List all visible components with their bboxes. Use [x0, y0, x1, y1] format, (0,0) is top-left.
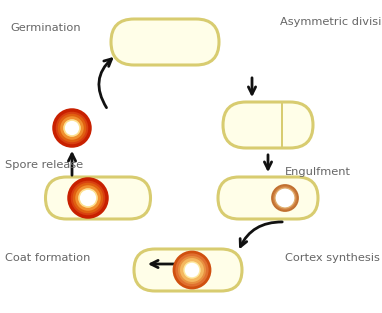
Circle shape: [79, 189, 97, 207]
Circle shape: [69, 179, 107, 217]
Circle shape: [54, 110, 90, 146]
Circle shape: [184, 262, 200, 278]
FancyBboxPatch shape: [45, 177, 151, 219]
Circle shape: [74, 184, 102, 212]
Text: Spore release: Spore release: [5, 160, 83, 170]
Circle shape: [64, 120, 80, 136]
Text: Coat formation: Coat formation: [5, 253, 91, 263]
FancyBboxPatch shape: [134, 249, 242, 291]
FancyBboxPatch shape: [111, 19, 219, 65]
Text: Asymmetric division: Asymmetric division: [280, 17, 382, 27]
Circle shape: [179, 257, 205, 283]
FancyArrowPatch shape: [99, 59, 112, 108]
Text: Cortex synthesis: Cortex synthesis: [285, 253, 380, 263]
Text: Engulfment: Engulfment: [285, 167, 351, 177]
Circle shape: [275, 188, 295, 208]
Circle shape: [59, 115, 85, 141]
FancyBboxPatch shape: [223, 102, 313, 148]
Text: Germination: Germination: [10, 23, 81, 33]
FancyBboxPatch shape: [218, 177, 318, 219]
Circle shape: [272, 185, 298, 211]
Circle shape: [174, 252, 210, 288]
FancyArrowPatch shape: [240, 222, 282, 247]
